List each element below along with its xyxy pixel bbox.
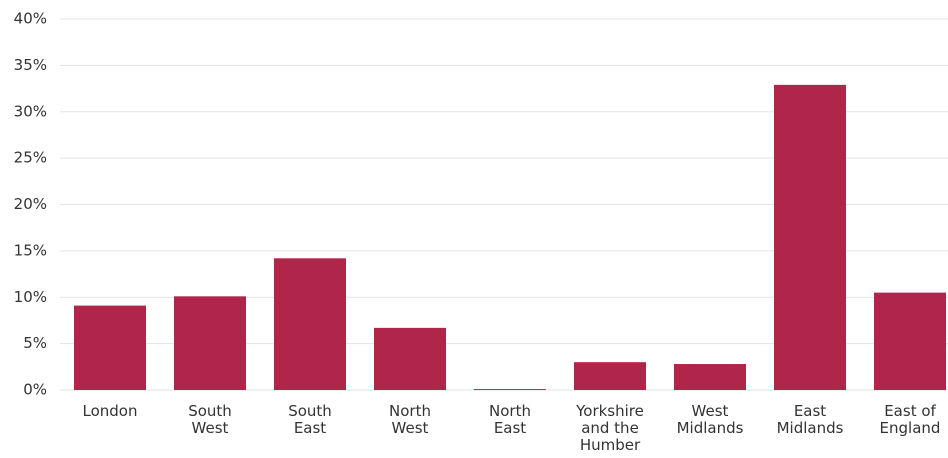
bar bbox=[674, 364, 746, 390]
x-tick-label: South West bbox=[188, 402, 232, 437]
bar bbox=[74, 305, 146, 390]
bar bbox=[174, 296, 246, 390]
y-tick-label: 30% bbox=[14, 102, 47, 120]
y-tick-label: 5% bbox=[23, 334, 47, 352]
x-tick-label: East Midlands bbox=[776, 402, 844, 437]
bar bbox=[474, 389, 546, 390]
x-tick-label: Yorkshire and the Humber bbox=[576, 402, 644, 454]
y-tick-label: 15% bbox=[14, 241, 47, 259]
y-tick-label: 20% bbox=[14, 195, 47, 213]
x-tick-label: East of England bbox=[879, 402, 941, 437]
y-tick-label: 10% bbox=[14, 288, 47, 306]
x-tick-label: London bbox=[82, 402, 138, 420]
bar bbox=[574, 362, 646, 390]
x-tick-label: South East bbox=[288, 402, 332, 437]
x-tick-label: North East bbox=[489, 402, 531, 437]
bar bbox=[774, 84, 846, 390]
x-tick-label: West Midlands bbox=[676, 402, 744, 437]
x-tick-label: North West bbox=[389, 402, 431, 437]
bar bbox=[874, 292, 946, 390]
bar bbox=[374, 327, 446, 390]
bar bbox=[274, 258, 346, 390]
y-tick-label: 0% bbox=[23, 381, 47, 399]
y-tick-label: 40% bbox=[14, 10, 47, 28]
y-tick-label: 25% bbox=[14, 149, 47, 167]
y-tick-label: 35% bbox=[14, 56, 47, 74]
